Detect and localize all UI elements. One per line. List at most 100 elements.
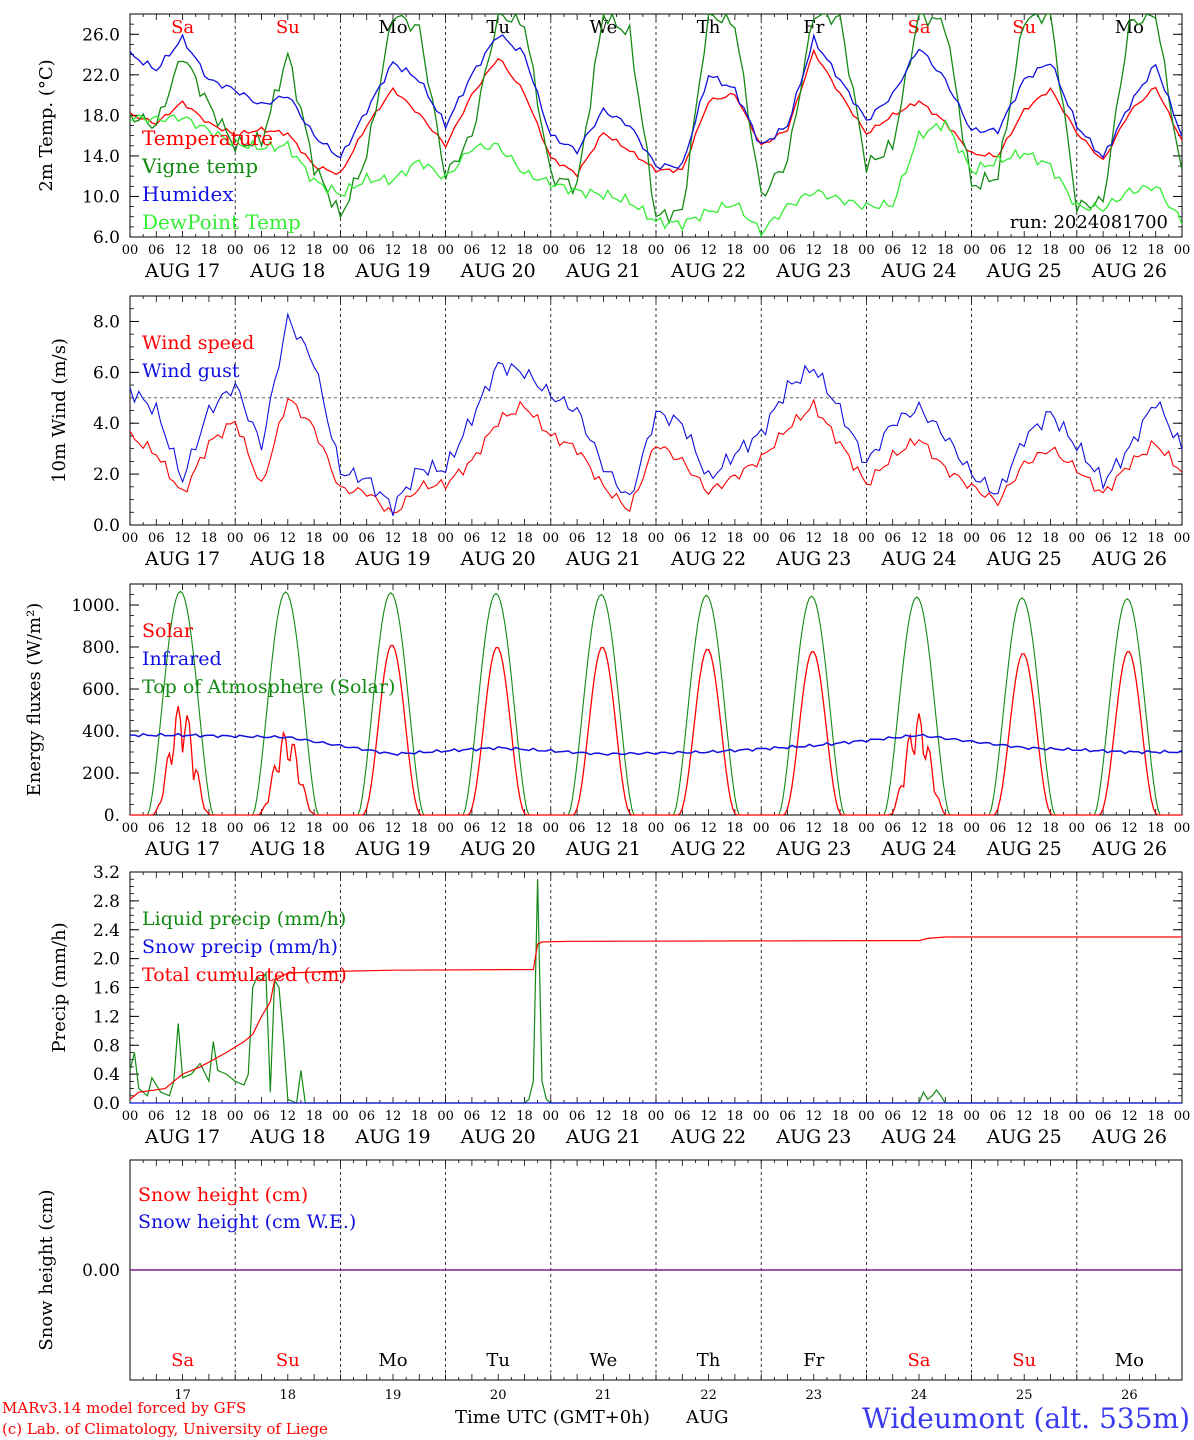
x-hour-label: 12 xyxy=(174,1109,191,1124)
y-axis-label: 2m Temp. (°C) xyxy=(36,59,57,191)
x-hour-label: 06 xyxy=(1095,243,1112,258)
y-tick-label: 0.0 xyxy=(93,1094,120,1114)
x-hour-label: 00 xyxy=(1069,821,1086,836)
x-hour-label: 06 xyxy=(884,821,901,836)
x-hour-label: 18 xyxy=(727,1109,744,1124)
x-hour-label: 18 xyxy=(621,531,638,546)
y-tick-label: 0.00 xyxy=(82,1261,120,1281)
x-hour-label: 18 xyxy=(516,1109,533,1124)
series-line xyxy=(129,398,1183,514)
panel-1: 6.0 10.0 14.0 18.0 22.0 26.0 2m Temp. (°C) Sa Su… xyxy=(36,13,1190,282)
series-line-toa xyxy=(130,590,1182,816)
x-hour-label: 00 xyxy=(648,243,665,258)
x-hour-label: 06 xyxy=(990,821,1007,836)
x-hour-label: 06 xyxy=(990,243,1007,258)
x-hour-label: 12 xyxy=(806,821,823,836)
x-hour-label: 00 xyxy=(543,531,560,546)
x-hour-label: 06 xyxy=(148,531,165,546)
x-hour-label: 06 xyxy=(358,243,375,258)
x-hour-label: 00 xyxy=(1174,1109,1191,1124)
x-hour-label: 06 xyxy=(464,1109,481,1124)
x-hour-label: 00 xyxy=(227,531,244,546)
y-tick-label: 2.0 xyxy=(93,950,120,970)
legend-entry: Wind gust xyxy=(142,360,240,382)
x-hour-label: 18 xyxy=(621,1109,638,1124)
x-hour-label: 18 xyxy=(306,243,323,258)
x-date-label: AUG 23 xyxy=(775,260,851,282)
x-hour-label: 06 xyxy=(674,821,691,836)
y-tick-label: 10.0 xyxy=(82,187,120,207)
y-axis-label: 10m Wind (m/s) xyxy=(49,338,70,483)
x-date-label: AUG 24 xyxy=(880,838,956,860)
legend-entry: Temperature xyxy=(142,126,273,150)
x-hour-label: 06 xyxy=(358,1109,375,1124)
x-hour-label: 12 xyxy=(595,531,612,546)
x-date-label: AUG 23 xyxy=(775,1126,851,1148)
y-tick-label: 0. xyxy=(104,806,120,826)
x-hour-label: 12 xyxy=(490,243,507,258)
x-hour-label: 06 xyxy=(569,531,586,546)
x-hour-label: 12 xyxy=(1121,1109,1138,1124)
weekday-label: Su xyxy=(276,1350,300,1371)
x-date-label: AUG 20 xyxy=(460,1126,536,1148)
x-hour-label: 12 xyxy=(385,531,402,546)
x-date-label: AUG 24 xyxy=(880,1126,956,1148)
x-hour-label: 06 xyxy=(990,1109,1007,1124)
x-hour-label: 00 xyxy=(122,1109,139,1124)
x-date-label: AUG 19 xyxy=(354,1126,430,1148)
x-hour-label: 18 xyxy=(306,821,323,836)
x-hour-label: 12 xyxy=(1121,531,1138,546)
x-hour-label: 00 xyxy=(332,1109,349,1124)
x-hour-label: 06 xyxy=(674,243,691,258)
x-hour-label: 00 xyxy=(858,1109,875,1124)
series-line xyxy=(129,312,1183,516)
x-hour-label: 12 xyxy=(595,1109,612,1124)
x-hour-label: 18 xyxy=(516,821,533,836)
legend-entry: Snow height (cm) xyxy=(138,1184,308,1206)
x-hour-label: 06 xyxy=(884,1109,901,1124)
x-hour-label: 18 xyxy=(832,243,849,258)
x-date-label: AUG 22 xyxy=(670,260,746,282)
x-hour-label: 06 xyxy=(884,243,901,258)
x-hour-label: 12 xyxy=(1121,243,1138,258)
x-hour-label: 18 xyxy=(832,531,849,546)
legend-entry: Snow height (cm W.E.) xyxy=(138,1211,356,1233)
weekday-label: Sa xyxy=(171,17,194,38)
day-number-label: 18 xyxy=(280,1388,297,1403)
x-hour-label: 00 xyxy=(437,1109,454,1124)
y-tick-label: 600. xyxy=(82,680,120,700)
x-hour-label: 06 xyxy=(464,243,481,258)
legend-entry: Total cumulated (cm) xyxy=(142,964,347,986)
x-hour-label: 00 xyxy=(648,821,665,836)
x-date-label: AUG 21 xyxy=(565,548,641,570)
x-hour-label: 18 xyxy=(1147,531,1164,546)
legend-entry: Infrared xyxy=(142,648,222,670)
x-hour-label: 18 xyxy=(201,821,218,836)
credit-line-lab: (c) Lab. of Climatology, University of L… xyxy=(2,1420,328,1438)
x-hour-label: 06 xyxy=(358,531,375,546)
x-date-label: AUG 18 xyxy=(249,838,325,860)
x-hour-label: 18 xyxy=(411,821,428,836)
x-date-label: AUG 18 xyxy=(249,1126,325,1148)
y-tick-label: 400. xyxy=(82,722,120,742)
x-hour-label: 12 xyxy=(911,821,928,836)
x-hour-label: 00 xyxy=(963,531,980,546)
x-hour-label: 12 xyxy=(595,821,612,836)
x-hour-label: 18 xyxy=(411,243,428,258)
panel-3: 0. 200. 400. 600. 800. 1000. Energy fluxes (W/… xyxy=(24,583,1190,860)
x-hour-label: 18 xyxy=(727,243,744,258)
series-line xyxy=(130,14,1182,225)
x-hour-label: 00 xyxy=(227,821,244,836)
x-hour-label: 00 xyxy=(648,1109,665,1124)
x-hour-label: 06 xyxy=(779,1109,796,1124)
x-hour-label: 00 xyxy=(332,531,349,546)
x-hour-label: 00 xyxy=(227,1109,244,1124)
weekday-label: Tu xyxy=(486,1350,510,1371)
x-date-label: AUG 20 xyxy=(460,260,536,282)
x-hour-label: 18 xyxy=(1042,821,1059,836)
x-hour-label: 00 xyxy=(1069,243,1086,258)
weekday-label: Tu xyxy=(486,17,510,38)
x-date-label: AUG 25 xyxy=(986,548,1062,570)
x-hour-label: 12 xyxy=(700,1109,717,1124)
x-hour-label: 12 xyxy=(595,243,612,258)
